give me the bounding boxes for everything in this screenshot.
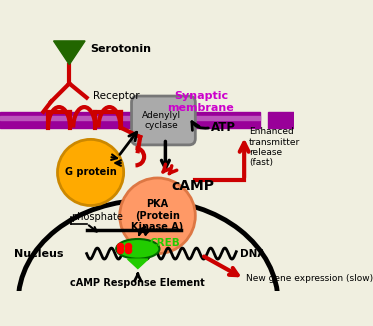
Polygon shape <box>54 41 85 65</box>
Text: ATP: ATP <box>211 121 236 134</box>
Text: Serotonin: Serotonin <box>91 44 151 54</box>
Text: CREB: CREB <box>150 238 181 248</box>
Text: G protein: G protein <box>65 168 116 177</box>
Text: New gene expression (slow): New gene expression (slow) <box>246 274 373 283</box>
Text: DNA: DNA <box>240 248 266 259</box>
Polygon shape <box>128 259 148 269</box>
Bar <box>0 112 260 127</box>
Ellipse shape <box>116 239 160 259</box>
FancyBboxPatch shape <box>132 96 195 145</box>
Text: PKA
(Protein
Kinase A): PKA (Protein Kinase A) <box>131 199 184 232</box>
Text: cAMP: cAMP <box>172 179 215 193</box>
Bar <box>0 116 260 120</box>
Text: Adenylyl
cyclase: Adenylyl cyclase <box>142 111 181 130</box>
Text: cAMP Response Element: cAMP Response Element <box>70 278 205 288</box>
Text: phosphate: phosphate <box>71 212 123 222</box>
Text: Enhanced
transmitter
release
(fast): Enhanced transmitter release (fast) <box>249 127 300 167</box>
Circle shape <box>120 178 195 254</box>
Text: Synaptic
membrane: Synaptic membrane <box>167 91 234 113</box>
Bar <box>268 112 294 127</box>
Text: Receptor: Receptor <box>93 91 140 101</box>
Circle shape <box>57 140 124 205</box>
Text: Nucleus: Nucleus <box>14 248 64 259</box>
